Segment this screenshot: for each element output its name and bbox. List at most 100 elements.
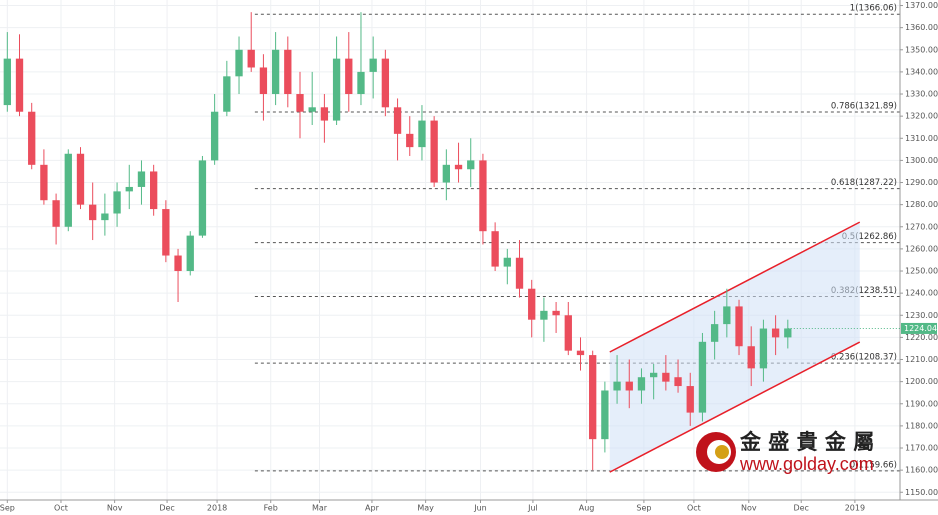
candle-body [357, 71, 365, 95]
candles [3, 12, 792, 471]
logo-dot [715, 445, 729, 459]
watermark: 金 盛 貴 金 屬 www.golday.com [696, 430, 874, 474]
watermark-brand: 金 盛 貴 金 屬 [739, 430, 874, 454]
candle-body [271, 49, 280, 95]
candle-body [381, 58, 390, 108]
x-tick-label: Nov [107, 504, 123, 513]
last-price-tag [901, 322, 937, 334]
channel [609, 221, 861, 473]
x-tick-label: Aug [579, 504, 595, 513]
candle-body [28, 111, 36, 165]
y-tick-label: 1260.00 [905, 244, 938, 253]
x-tick-label: 2019 [845, 504, 865, 513]
candle-body [101, 213, 109, 221]
candle-body [430, 120, 438, 183]
candle-body [235, 49, 243, 77]
candle-body [40, 164, 48, 201]
candle-body [479, 160, 487, 232]
candle-body [186, 235, 194, 272]
candle-body [662, 372, 670, 382]
candle-body [625, 381, 633, 391]
candle-body [89, 204, 97, 221]
y-tick-label: 1250.00 [905, 267, 938, 276]
x-tick-label: 2018 [207, 504, 227, 513]
last-price-label: 1224.04 [904, 324, 937, 333]
candle-body [162, 209, 170, 256]
candle-body [76, 153, 85, 205]
fib-levels: 1(1366.06) 0.786(1321.89) 0.618(1287.22) 0.… [254, 4, 900, 472]
candle-body [418, 120, 426, 148]
candle-body [491, 231, 499, 267]
candle-body [369, 58, 377, 72]
candle-body [3, 58, 11, 106]
candle-body [564, 315, 572, 351]
y-tick-label: 1200.00 [905, 377, 938, 386]
x-tick-label: Mar [312, 504, 328, 513]
candle-body [442, 164, 450, 183]
candle-body [308, 107, 316, 112]
candle-body [198, 160, 207, 236]
y-tick-label: 1360.00 [905, 23, 938, 32]
candle-body [589, 355, 597, 440]
y-tick-label: 1150.00 [905, 488, 938, 497]
candle-body [247, 49, 255, 68]
candle-body [210, 111, 219, 161]
candle-body [613, 381, 621, 391]
y-tick-label: 1300.00 [905, 156, 938, 165]
candle-body [784, 328, 792, 338]
y-tick-label: 1350.00 [905, 45, 938, 54]
x-tick-label: Oct [54, 504, 68, 513]
channel-fill [609, 222, 860, 473]
candle-body [771, 328, 780, 338]
y-tick-label: 1330.00 [905, 90, 938, 99]
candle-body [345, 58, 353, 95]
candle-body [698, 341, 707, 413]
candle-body [747, 346, 755, 369]
y-tick-label: 1180.00 [905, 421, 938, 430]
y-tick-label: 1290.00 [905, 178, 938, 187]
candle-body [174, 255, 182, 272]
x-tick-label: Jun [473, 504, 487, 513]
candle-body [223, 76, 231, 112]
fib-label: 0.236(1208.37) [831, 353, 897, 363]
candle-body [150, 171, 158, 210]
candle-body [540, 310, 548, 320]
candle-body [125, 186, 133, 192]
x-tick-label: Apr [365, 504, 380, 513]
fib-label: 0.382(1238.51) [831, 286, 897, 296]
y-tick-label: 1280.00 [905, 200, 938, 209]
channel-line [609, 221, 861, 353]
y-tick-label: 1170.00 [905, 444, 938, 453]
x-tick-label: Sep [636, 504, 651, 513]
channel-line [609, 341, 861, 473]
candle-body [454, 164, 463, 170]
candle-body [759, 328, 768, 369]
y-tick-label: 1190.00 [905, 399, 938, 408]
candle-body [710, 324, 719, 342]
candle-body [528, 288, 536, 320]
fib-label: 0.5(1262.86) [842, 232, 897, 242]
y-tick-label: 1210.00 [905, 355, 938, 364]
candle-body [113, 191, 121, 214]
y-tick-label: 1220.00 [905, 333, 938, 342]
candle-body [296, 94, 304, 112]
y-tick-label: 1160.00 [905, 466, 938, 475]
candle-body [674, 377, 682, 387]
x-tick-label: Oct [687, 504, 701, 513]
candle-body [467, 160, 475, 170]
watermark-url: www.golday.com [739, 454, 874, 474]
candle-body [576, 350, 585, 356]
candle-body [723, 306, 731, 325]
candle-body [650, 372, 658, 378]
y-tick-label: 1370.00 [905, 1, 938, 10]
candle-body [637, 377, 646, 391]
candle-body [52, 200, 60, 227]
x-tick-label: Nov [741, 504, 757, 513]
candle-body [332, 58, 341, 121]
x-tick-label: Sep [0, 504, 15, 513]
candle-body [64, 153, 72, 227]
y-tick-label: 1340.00 [905, 67, 938, 76]
